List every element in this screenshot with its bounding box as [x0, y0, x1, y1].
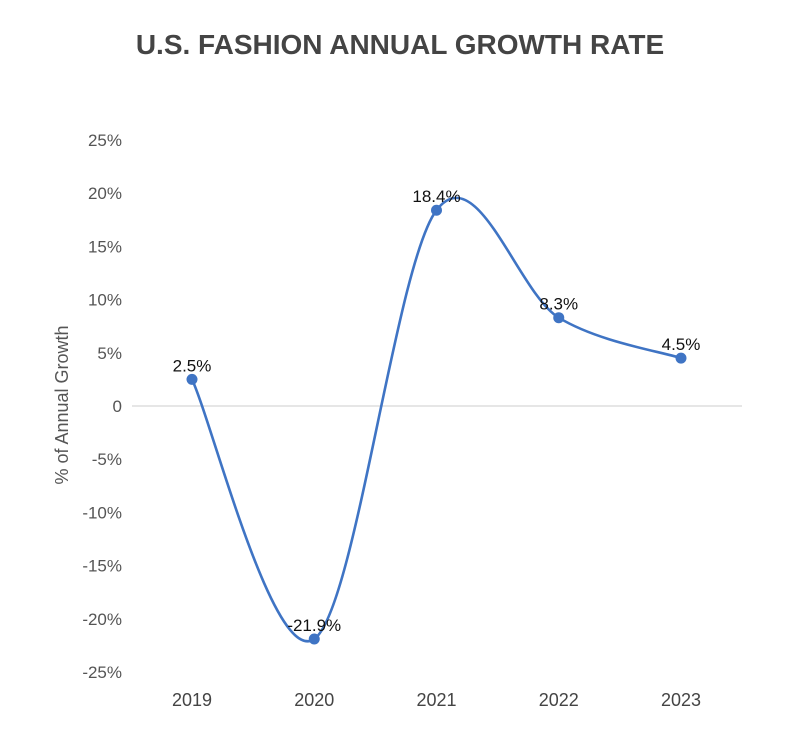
- data-label-2019: 2.5%: [173, 356, 212, 375]
- y-tick-label: -25%: [82, 663, 122, 682]
- data-label-2020: -21.9%: [287, 616, 341, 635]
- x-tick-label: 2020: [294, 690, 334, 710]
- y-tick-label: 0: [113, 397, 122, 416]
- x-tick-label: 2022: [539, 690, 579, 710]
- data-label-2021: 18.4%: [412, 187, 460, 206]
- y-tick-label: -20%: [82, 610, 122, 629]
- data-label-2023: 4.5%: [662, 335, 701, 354]
- y-tick-label: 25%: [88, 131, 122, 150]
- y-tick-label: -5%: [92, 450, 122, 469]
- data-label-2022: 8.3%: [539, 295, 578, 314]
- series-line: [190, 196, 682, 643]
- x-tick-label: 2019: [172, 690, 212, 710]
- y-tick-label: -15%: [82, 557, 122, 576]
- x-tick-label: 2023: [661, 690, 701, 710]
- y-axis-label: % of Annual Growth: [52, 325, 72, 484]
- y-tick-label: -10%: [82, 503, 122, 522]
- data-point-2021[interactable]: [431, 204, 442, 216]
- y-tick-label: 20%: [88, 184, 122, 203]
- x-tick-label: 2021: [416, 690, 456, 710]
- data-point-2023[interactable]: [675, 352, 687, 364]
- y-tick-label: 10%: [88, 291, 122, 310]
- x-axis-ticks: 2019 2020 2021 2022 2023: [172, 690, 701, 710]
- data-point-2022[interactable]: [553, 312, 565, 324]
- chart-title: U.S. FASHION ANNUAL GROWTH RATE: [136, 29, 664, 60]
- y-tick-label: 15%: [88, 237, 122, 256]
- data-point-2019[interactable]: [186, 373, 198, 385]
- y-axis-ticks: 25% 20% 15% 10% 5% 0 -5% -10% -15% -20% -25%: [82, 131, 122, 682]
- data-labels: 2.5% -21.9% 18.4% 8.3% 4.5%: [173, 187, 701, 635]
- data-point-2020[interactable]: [308, 633, 320, 645]
- data-points: [186, 204, 687, 645]
- y-tick-label: 5%: [97, 344, 122, 363]
